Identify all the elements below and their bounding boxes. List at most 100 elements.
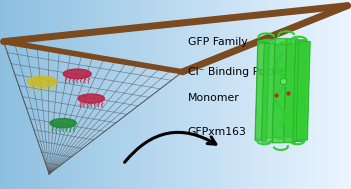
Bar	[302, 0, 303, 189]
Bar	[49, 0, 51, 189]
Bar	[85, 0, 87, 189]
Polygon shape	[255, 41, 269, 139]
Bar	[57, 0, 59, 189]
Bar	[174, 0, 176, 189]
Bar	[247, 0, 249, 189]
Bar	[228, 0, 230, 189]
Bar	[168, 0, 170, 189]
Bar	[64, 0, 66, 189]
Bar	[118, 0, 120, 189]
Bar	[347, 0, 349, 189]
Bar	[74, 0, 75, 189]
Bar	[233, 0, 234, 189]
Bar	[294, 0, 295, 189]
Bar	[342, 0, 343, 189]
Bar	[60, 0, 61, 189]
Bar	[82, 0, 84, 189]
Bar	[242, 0, 244, 189]
Bar	[287, 0, 288, 189]
Bar	[203, 0, 204, 189]
Bar	[269, 0, 271, 189]
Bar	[54, 0, 55, 189]
Bar	[290, 0, 292, 189]
Bar	[47, 0, 48, 189]
Bar	[147, 0, 149, 189]
Bar	[317, 0, 319, 189]
Bar	[104, 0, 106, 189]
Bar	[240, 0, 241, 189]
Bar	[310, 0, 312, 189]
Bar	[13, 0, 14, 189]
Bar	[227, 0, 229, 189]
Bar	[315, 0, 316, 189]
Bar	[197, 0, 198, 189]
Bar	[292, 0, 294, 189]
Bar	[89, 0, 91, 189]
Bar	[236, 0, 238, 189]
Bar	[273, 0, 274, 189]
Bar	[42, 0, 44, 189]
Bar	[75, 0, 77, 189]
Bar	[188, 0, 190, 189]
Bar	[264, 0, 266, 189]
Bar	[18, 0, 19, 189]
Bar	[81, 0, 82, 189]
Bar	[299, 0, 301, 189]
Bar	[33, 0, 34, 189]
Bar	[117, 0, 119, 189]
Bar	[78, 0, 80, 189]
Bar	[148, 0, 150, 189]
Bar	[283, 0, 285, 189]
Bar	[124, 0, 126, 189]
Bar	[221, 0, 223, 189]
Bar	[96, 0, 98, 189]
Bar	[305, 0, 307, 189]
Bar	[204, 0, 205, 189]
Bar	[14, 0, 15, 189]
Bar	[5, 0, 6, 189]
Bar	[70, 0, 72, 189]
Bar	[4, 0, 5, 189]
Bar	[320, 0, 322, 189]
Bar	[43, 0, 45, 189]
Bar	[274, 0, 275, 189]
Bar	[9, 0, 11, 189]
Bar	[88, 0, 89, 189]
Bar	[48, 0, 49, 189]
Bar	[31, 0, 32, 189]
Bar	[268, 0, 270, 189]
Bar	[66, 0, 67, 189]
Bar	[99, 0, 101, 189]
Bar	[28, 0, 29, 189]
Bar	[186, 0, 187, 189]
Bar	[38, 0, 39, 189]
Bar	[61, 0, 62, 189]
Bar	[250, 0, 252, 189]
Bar	[261, 0, 263, 189]
Bar	[62, 0, 64, 189]
Bar	[303, 0, 305, 189]
Bar	[224, 0, 225, 189]
Bar	[26, 0, 27, 189]
Polygon shape	[261, 44, 276, 142]
Polygon shape	[255, 42, 269, 141]
Bar	[172, 0, 173, 189]
Bar	[68, 0, 69, 189]
Bar	[297, 0, 299, 189]
Bar	[313, 0, 315, 189]
Bar	[288, 0, 289, 189]
Bar	[289, 0, 291, 189]
Bar	[239, 0, 240, 189]
Bar	[173, 0, 175, 189]
Bar	[196, 0, 197, 189]
Bar	[205, 0, 206, 189]
Polygon shape	[296, 42, 310, 140]
Bar	[150, 0, 151, 189]
Bar	[125, 0, 127, 189]
Bar	[335, 0, 336, 189]
Bar	[127, 0, 129, 189]
Ellipse shape	[27, 76, 57, 86]
Bar	[165, 0, 166, 189]
Bar	[311, 0, 313, 189]
Bar	[105, 0, 107, 189]
